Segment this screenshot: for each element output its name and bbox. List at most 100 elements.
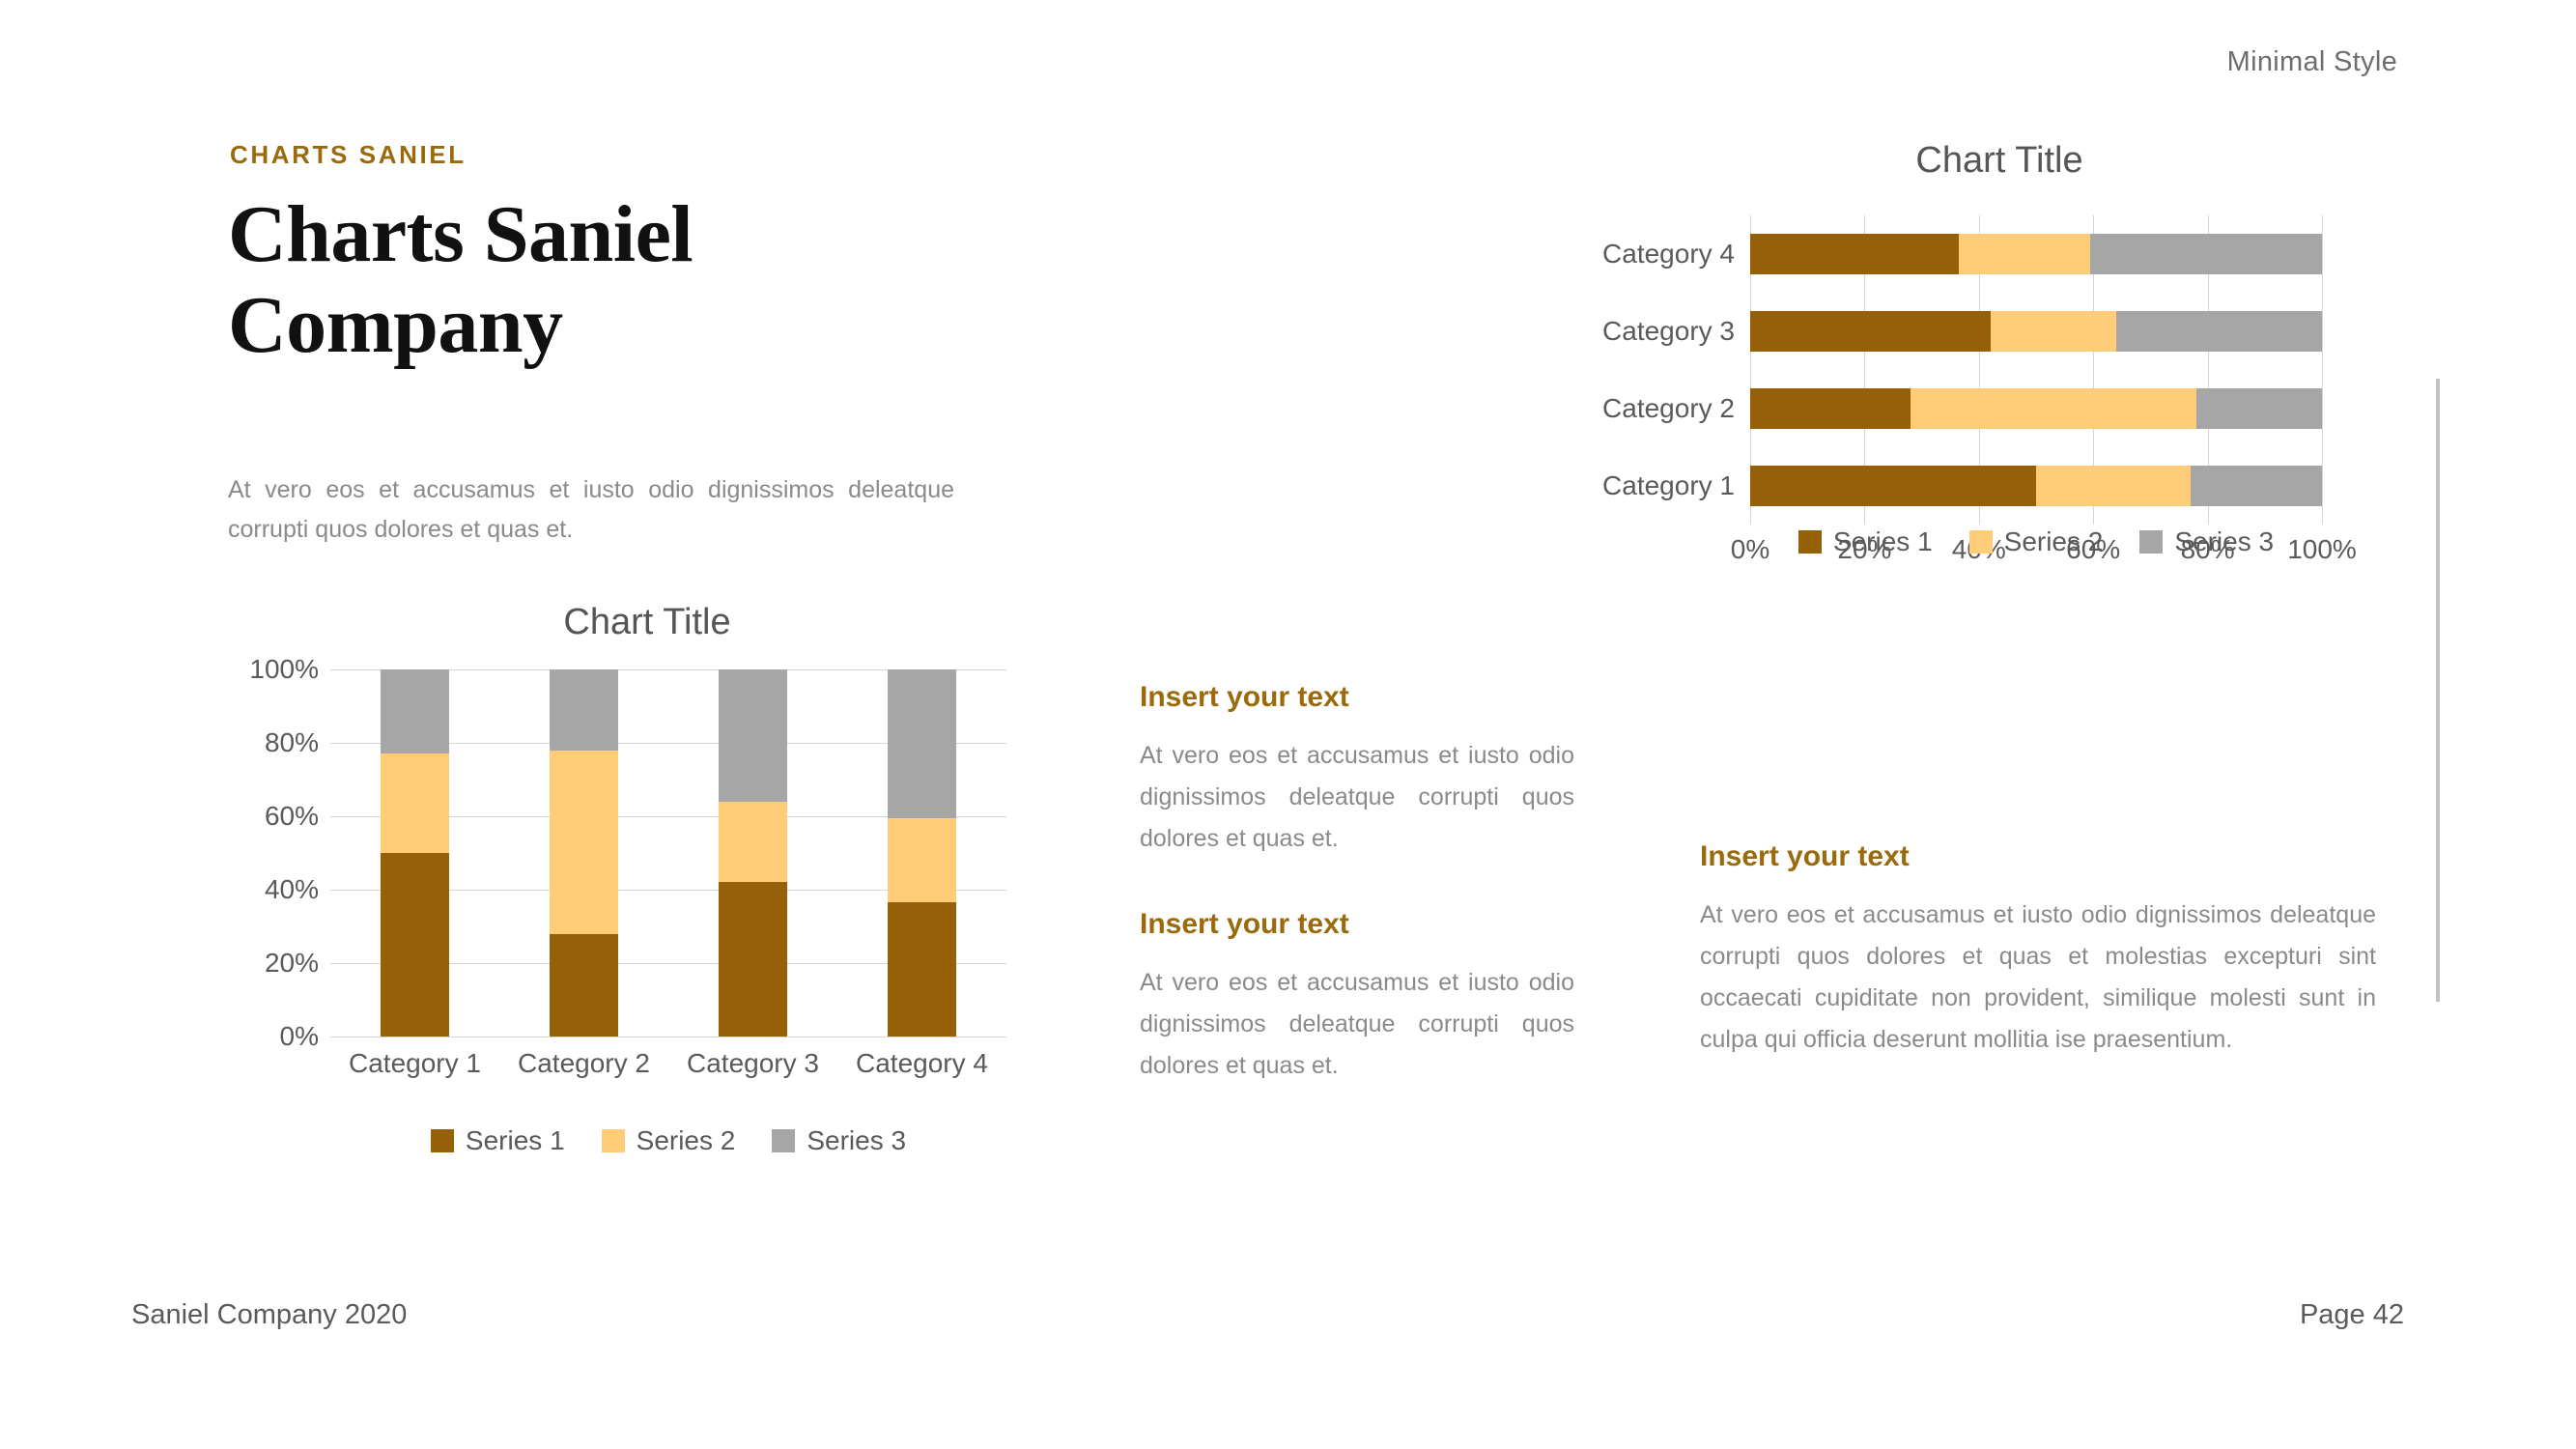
- bar-segment[interactable]: [1750, 466, 2036, 506]
- page-title: Charts Saniel Company: [228, 189, 694, 371]
- legend-item[interactable]: Series 2: [601, 1125, 736, 1156]
- gridline: [330, 669, 1006, 670]
- stacked-bar[interactable]: [550, 669, 618, 1037]
- bar-segment[interactable]: [550, 669, 618, 751]
- bar-segment[interactable]: [719, 801, 787, 883]
- y-axis-category-label: Category 2: [1602, 393, 1735, 423]
- bar-segment[interactable]: [1910, 388, 2196, 429]
- stacked-bar[interactable]: [381, 669, 449, 1037]
- x-axis-tick-label: 0%: [1730, 534, 1770, 564]
- legend-item[interactable]: Series 1: [1798, 526, 1933, 557]
- stacked-bar[interactable]: [1750, 388, 2322, 429]
- gridline: [330, 816, 1006, 817]
- bar-segment[interactable]: [1990, 311, 2116, 352]
- bar-segment[interactable]: [381, 669, 449, 754]
- stacked-bar[interactable]: [1750, 311, 2322, 352]
- legend-label: Series 3: [807, 1125, 907, 1155]
- bar-segment[interactable]: [2190, 466, 2322, 506]
- legend-swatch-icon: [1798, 530, 1822, 554]
- text-block: Insert your text At vero eos et accusamu…: [1700, 840, 2376, 1061]
- lead-paragraph: At vero eos et accusamus et iusto odio d…: [228, 476, 954, 544]
- bar-segment[interactable]: [381, 853, 449, 1037]
- horizontal-chart-legend: Series 1 Series 2 Series 3: [1750, 526, 2322, 557]
- bar-segment[interactable]: [550, 750, 618, 934]
- bar-segment[interactable]: [888, 902, 956, 1037]
- horizontal-chart-y-axis: Category 4 Category 3 Category 2 Category 1: [1565, 215, 1748, 525]
- stacked-bar[interactable]: [719, 669, 787, 1037]
- bar-segment[interactable]: [888, 817, 956, 903]
- legend-swatch-icon: [1968, 530, 1993, 554]
- bar-segment[interactable]: [1750, 388, 1911, 429]
- x-axis-category-label: Category 1: [349, 1048, 481, 1078]
- legend-label: Series 2: [636, 1125, 736, 1155]
- stacked-bar[interactable]: [888, 669, 956, 1037]
- section-eyebrow: CHARTS SANIEL: [230, 140, 467, 169]
- stacked-bar[interactable]: [1750, 234, 2322, 274]
- bar-segment[interactable]: [2036, 466, 2191, 506]
- footer-page-number: Page 42: [2299, 1299, 2404, 1330]
- bar-segment[interactable]: [1959, 234, 2091, 274]
- x-axis-category-label: Category 2: [518, 1048, 650, 1078]
- text-block-body: At vero eos et accusamus et iusto odio d…: [1140, 969, 1574, 1079]
- gridline: [330, 743, 1006, 744]
- middle-text-column: Insert your text At vero eos et accusamus…: [1140, 681, 1574, 1087]
- right-text-column: Insert your text At vero eos et accusamu…: [1700, 840, 2376, 1061]
- legend-label: Series 1: [465, 1125, 565, 1155]
- bar-segment[interactable]: [719, 882, 787, 1037]
- legend-swatch-icon: [601, 1129, 625, 1152]
- bar-segment[interactable]: [719, 669, 787, 802]
- y-axis-tick-label: 80%: [264, 727, 319, 757]
- bar-segment[interactable]: [2195, 388, 2322, 429]
- bar-segment[interactable]: [888, 669, 956, 818]
- y-axis-tick-label: 100%: [249, 654, 319, 684]
- text-block-title: Insert your text: [1700, 840, 1910, 872]
- legend-label: Series 1: [1832, 526, 1933, 556]
- bar-group: [1750, 215, 2322, 525]
- y-axis-category-label: Category 1: [1602, 470, 1735, 500]
- vertical-chart-x-axis: Category 1 Category 2 Category 3 Category 4: [330, 1048, 1006, 1079]
- y-axis-tick-label: 60%: [264, 801, 319, 831]
- x-axis-tick-label: 100%: [2287, 534, 2357, 564]
- text-block-title: Insert your text: [1140, 908, 1349, 940]
- legend-label: Series 3: [2174, 526, 2275, 556]
- gridline: [1978, 215, 1980, 525]
- gridline: [2207, 215, 2209, 525]
- legend-swatch-icon: [2139, 530, 2164, 554]
- bar-group: [330, 669, 1006, 1037]
- legend-item[interactable]: Series 2: [1968, 526, 2104, 557]
- bar-segment[interactable]: [1750, 311, 1991, 352]
- legend-item[interactable]: Series 1: [430, 1125, 565, 1156]
- bar-segment[interactable]: [381, 753, 449, 853]
- gridline: [2322, 215, 2323, 525]
- vertical-chart-title: Chart Title: [563, 602, 731, 642]
- text-block-body: At vero eos et accusamus et iusto odio d…: [1140, 742, 1574, 852]
- legend-label: Series 2: [2003, 526, 2104, 556]
- bar-segment[interactable]: [1750, 234, 1960, 274]
- gridline: [330, 963, 1006, 964]
- legend-swatch-icon: [772, 1129, 796, 1152]
- bar-segment[interactable]: [550, 933, 618, 1037]
- horizontal-chart-bars: [1750, 215, 2323, 525]
- legend-item[interactable]: Series 3: [772, 1125, 906, 1156]
- text-block: Insert your text At vero eos et accusamus…: [1140, 681, 1574, 860]
- legend-item[interactable]: Series 3: [2139, 526, 2274, 557]
- gridline: [1864, 215, 1866, 525]
- gridline: [2093, 215, 2095, 525]
- y-axis-tick-label: 0%: [279, 1021, 319, 1051]
- bar-segment[interactable]: [2090, 234, 2322, 274]
- text-block-body: At vero eos et accusamus et iusto odio d…: [1700, 901, 2376, 1053]
- y-axis-category-label: Category 4: [1602, 239, 1735, 269]
- stacked-bar[interactable]: [1750, 466, 2322, 506]
- horizontal-chart-plot-area: Category 4 Category 3 Category 2 Category 1…: [1565, 215, 2434, 582]
- horizontal-chart-title: Chart Title: [1915, 140, 2083, 181]
- x-axis-category-label: Category 3: [687, 1048, 819, 1078]
- vertical-chart-bars: [330, 669, 1006, 1037]
- text-block: Insert your text At vero eos et accusamus…: [1140, 908, 1574, 1087]
- vertical-chart-y-axis: 0% 20% 40% 60% 80% 100%: [212, 654, 326, 1051]
- x-axis-tick-label: 20%: [1837, 534, 1892, 564]
- bar-segment[interactable]: [2115, 311, 2322, 352]
- x-axis-tick-label: 80%: [2180, 534, 2235, 564]
- vertical-divider: [2436, 379, 2440, 1002]
